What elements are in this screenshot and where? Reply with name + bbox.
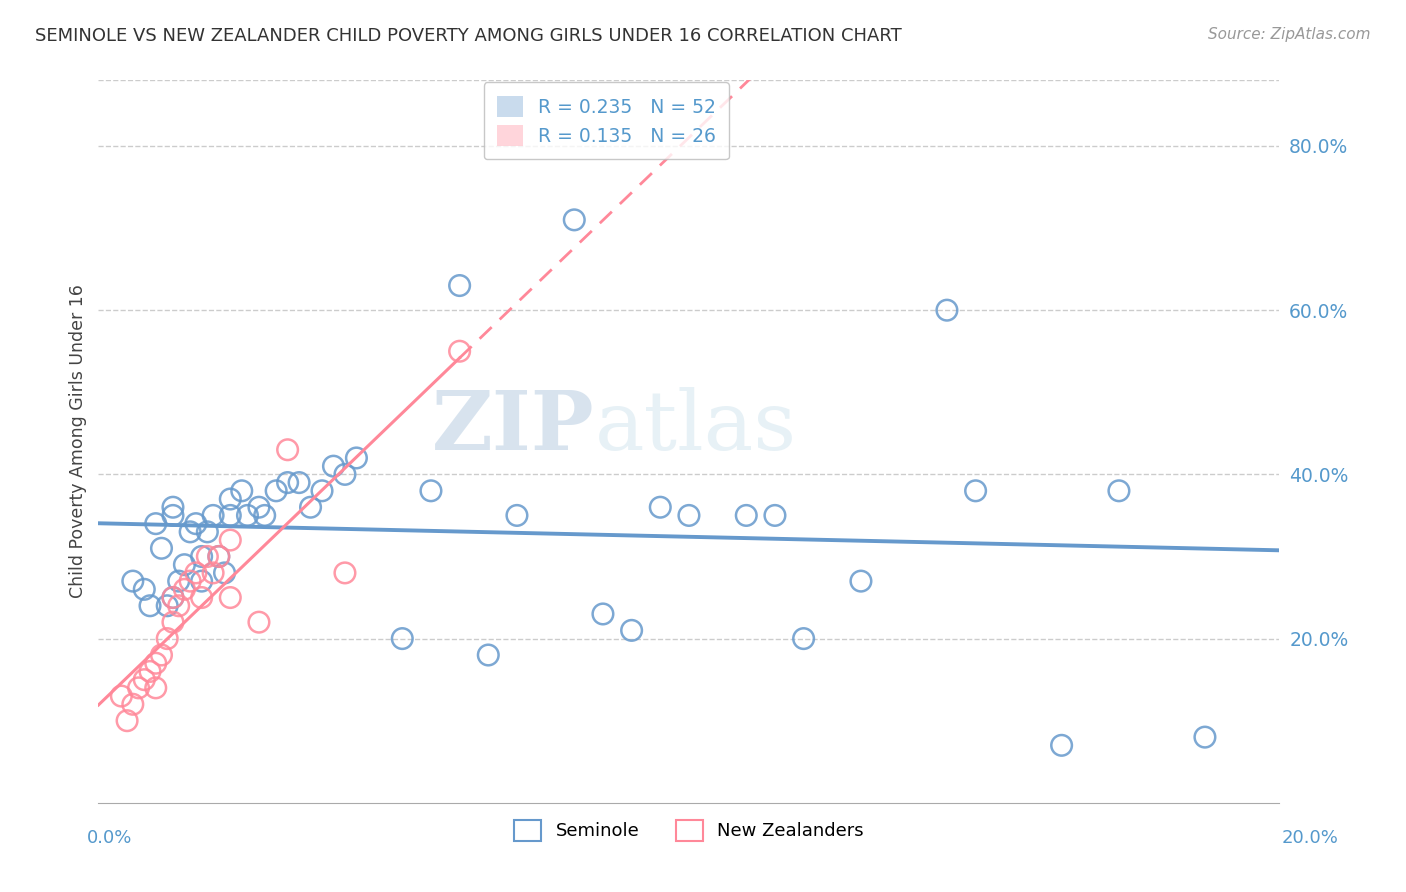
Text: 20.0%: 20.0%: [1282, 829, 1339, 847]
Point: [219, 508, 242, 523]
Point: [650, 500, 672, 515]
Point: [121, 574, 143, 588]
Point: [128, 681, 150, 695]
Point: [219, 491, 242, 506]
Point: [592, 607, 614, 621]
Point: [391, 632, 413, 646]
Point: [965, 483, 987, 498]
Legend: R = 0.235   N = 52, R = 0.135   N = 26: R = 0.235 N = 52, R = 0.135 N = 26: [484, 82, 728, 160]
Point: [190, 591, 212, 605]
Point: [449, 344, 471, 359]
Point: [277, 475, 299, 490]
Text: ZIP: ZIP: [432, 387, 595, 467]
Point: [299, 500, 322, 515]
Point: [477, 648, 499, 662]
Point: [333, 566, 356, 580]
Point: [150, 541, 173, 556]
Point: [202, 566, 225, 580]
Point: [179, 574, 201, 588]
Point: [344, 450, 367, 465]
Point: [620, 624, 643, 638]
Point: [763, 508, 786, 523]
Point: [231, 483, 253, 498]
Point: [264, 483, 287, 498]
Point: [195, 549, 218, 564]
Point: [208, 549, 231, 564]
Point: [156, 599, 179, 613]
Point: [134, 673, 156, 687]
Point: [311, 483, 333, 498]
Point: [162, 591, 184, 605]
Point: [162, 500, 184, 515]
Point: [190, 549, 212, 564]
Point: [162, 615, 184, 630]
Text: atlas: atlas: [595, 387, 797, 467]
Point: [214, 566, 236, 580]
Point: [139, 599, 162, 613]
Point: [190, 574, 212, 588]
Point: [150, 648, 173, 662]
Text: Source: ZipAtlas.com: Source: ZipAtlas.com: [1208, 27, 1371, 42]
Point: [156, 632, 179, 646]
Point: [173, 558, 195, 572]
Point: [162, 508, 184, 523]
Point: [167, 574, 190, 588]
Point: [121, 698, 143, 712]
Point: [247, 500, 270, 515]
Point: [173, 582, 195, 597]
Point: [208, 549, 231, 564]
Point: [195, 524, 218, 539]
Point: [288, 475, 311, 490]
Point: [184, 566, 207, 580]
Point: [277, 442, 299, 457]
Point: [247, 615, 270, 630]
Point: [179, 524, 201, 539]
Text: SEMINOLE VS NEW ZEALANDER CHILD POVERTY AMONG GIRLS UNDER 16 CORRELATION CHART: SEMINOLE VS NEW ZEALANDER CHILD POVERTY …: [35, 27, 901, 45]
Point: [735, 508, 758, 523]
Point: [935, 303, 957, 318]
Point: [236, 508, 259, 523]
Point: [322, 459, 344, 474]
Point: [110, 689, 132, 703]
Point: [562, 212, 585, 227]
Point: [115, 714, 138, 728]
Point: [145, 516, 167, 531]
Point: [449, 278, 471, 293]
Point: [506, 508, 529, 523]
Point: [253, 508, 276, 523]
Point: [333, 467, 356, 482]
Point: [1108, 483, 1130, 498]
Point: [793, 632, 815, 646]
Point: [167, 599, 190, 613]
Point: [420, 483, 443, 498]
Point: [134, 582, 156, 597]
Point: [139, 665, 162, 679]
Point: [219, 591, 242, 605]
Point: [678, 508, 700, 523]
Point: [145, 657, 167, 671]
Point: [162, 591, 184, 605]
Point: [184, 516, 207, 531]
Y-axis label: Child Poverty Among Girls Under 16: Child Poverty Among Girls Under 16: [69, 285, 87, 599]
Point: [849, 574, 872, 588]
Point: [145, 681, 167, 695]
Point: [202, 508, 225, 523]
Text: 0.0%: 0.0%: [87, 829, 132, 847]
Point: [1194, 730, 1216, 744]
Point: [219, 533, 242, 547]
Point: [1050, 739, 1073, 753]
